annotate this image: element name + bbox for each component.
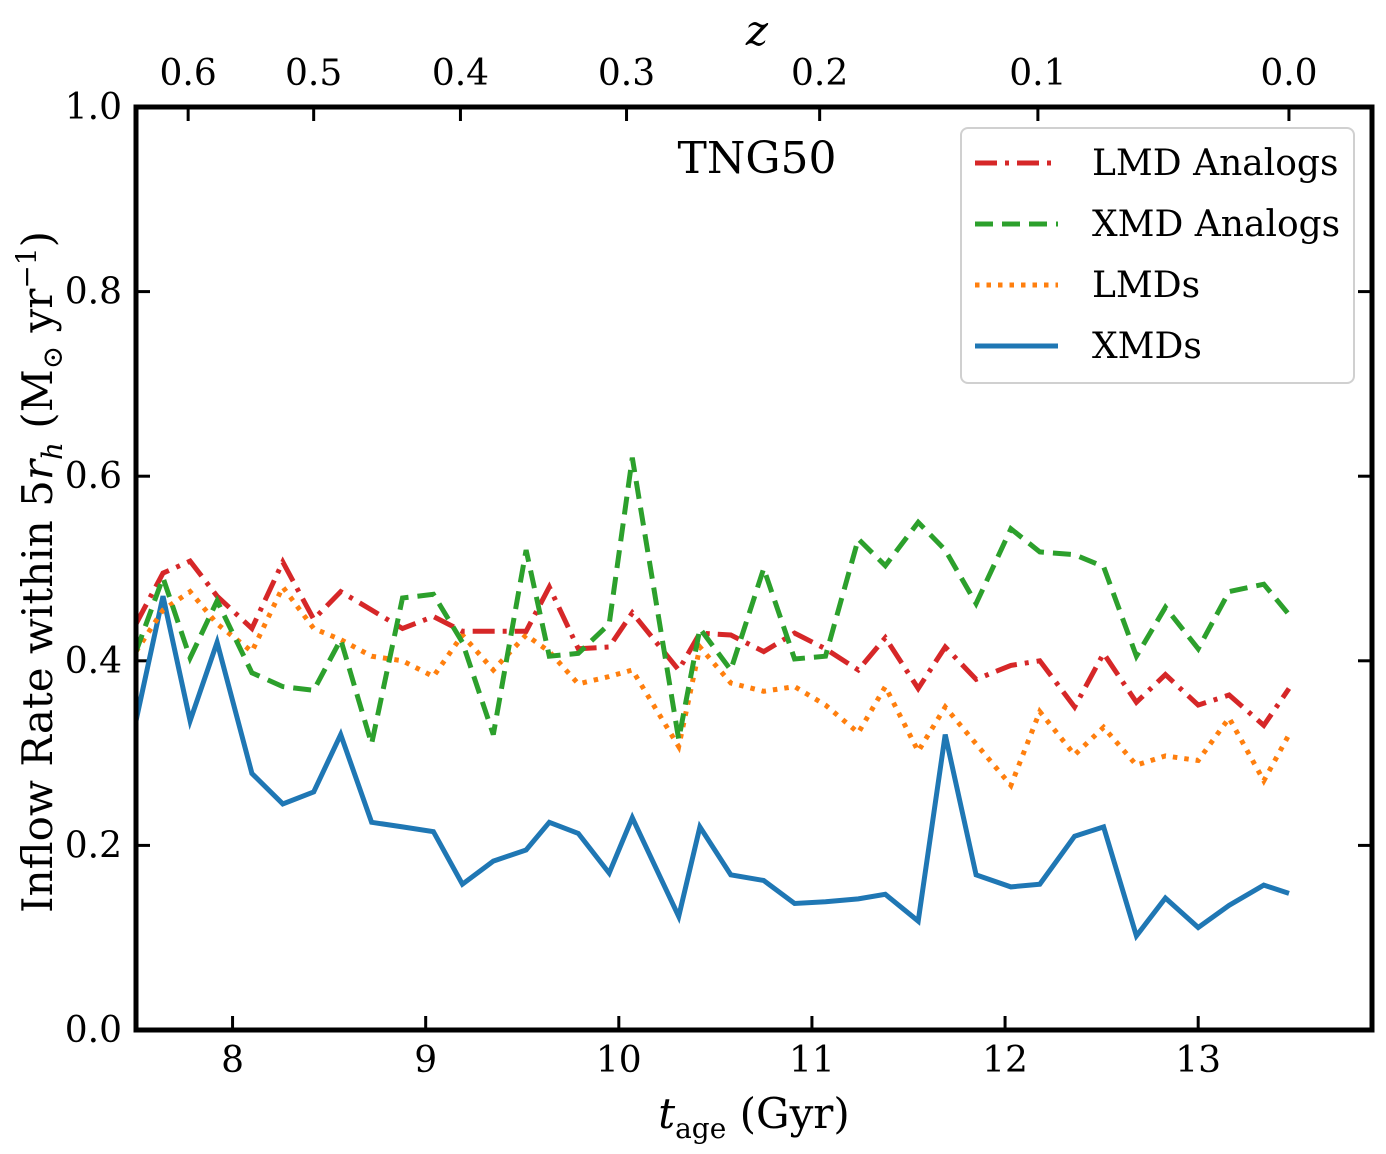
legend: LMD Analogs XMD Analogs LMDs XMDs: [960, 127, 1355, 384]
x-tick-label: 9: [414, 1040, 437, 1081]
legend-label-lmd-analogs: LMD Analogs: [1092, 143, 1338, 184]
y-tick-label: 0.0: [65, 1010, 122, 1051]
x-tick-label: 11: [789, 1040, 835, 1081]
top-tick-label: 0.2: [791, 53, 848, 94]
y-axis-label-r: r: [13, 457, 62, 480]
y-axis-label-unit-open: (M: [13, 369, 62, 442]
top-tick-label: 0.1: [1009, 53, 1066, 94]
series-line-xmd-analogs: [133, 457, 1291, 745]
x-tick-label: 13: [1175, 1040, 1221, 1081]
y-axis-label: Inflow Rate within 5rh (M⊙ yr−1): [10, 231, 69, 913]
x-axis-label: tage (Gyr): [658, 1089, 850, 1145]
x-axis-label-sub: age: [675, 1112, 726, 1145]
x-tick-label: 12: [982, 1040, 1028, 1081]
y-axis-label-unit-close: ): [13, 231, 62, 247]
top-tick-label: 0.3: [598, 53, 655, 94]
x-tick-label: 10: [596, 1040, 642, 1081]
legend-frame: [960, 127, 1355, 384]
series-line-lmd-analogs: [133, 556, 1292, 730]
y-axis-label-sup: −1: [10, 247, 43, 288]
y-tick-label: 0.4: [65, 641, 122, 682]
plot-frame: [133, 104, 1375, 1033]
y-tick-label: 0.2: [65, 825, 122, 866]
top-tick-label: 0.5: [285, 53, 342, 94]
y-axis-label-r-sub: h: [36, 442, 69, 460]
series-line-lmds: [133, 582, 1292, 791]
series-layer: [133, 457, 1292, 942]
y-axis-label-unit-mid: yr: [13, 288, 62, 346]
top-axis-label: z: [745, 6, 769, 55]
top-tick-label: 0.0: [1260, 53, 1317, 94]
top-tick-label: 0.4: [432, 53, 489, 94]
x-axis-label-var: t: [658, 1089, 675, 1138]
legend-label-xmds: XMDs: [1092, 326, 1202, 367]
y-axis-label-prefix: Inflow Rate within 5: [13, 480, 62, 913]
y-tick-label: 1.0: [65, 87, 122, 128]
x-axis-label-unit: (Gyr): [726, 1089, 849, 1138]
legend-label-xmd-analogs: XMD Analogs: [1092, 204, 1340, 245]
annotation-label: TNG50: [678, 133, 837, 184]
y-tick-label: 0.8: [65, 272, 122, 313]
top-tick-label: 0.6: [160, 53, 217, 94]
x-tick-label: 8: [221, 1040, 244, 1081]
y-axis-label-sun: ⊙: [36, 346, 69, 369]
series-line-xmds: [133, 595, 1290, 942]
y-tick-label: 0.6: [65, 456, 122, 497]
legend-label-lmds: LMDs: [1092, 265, 1200, 306]
